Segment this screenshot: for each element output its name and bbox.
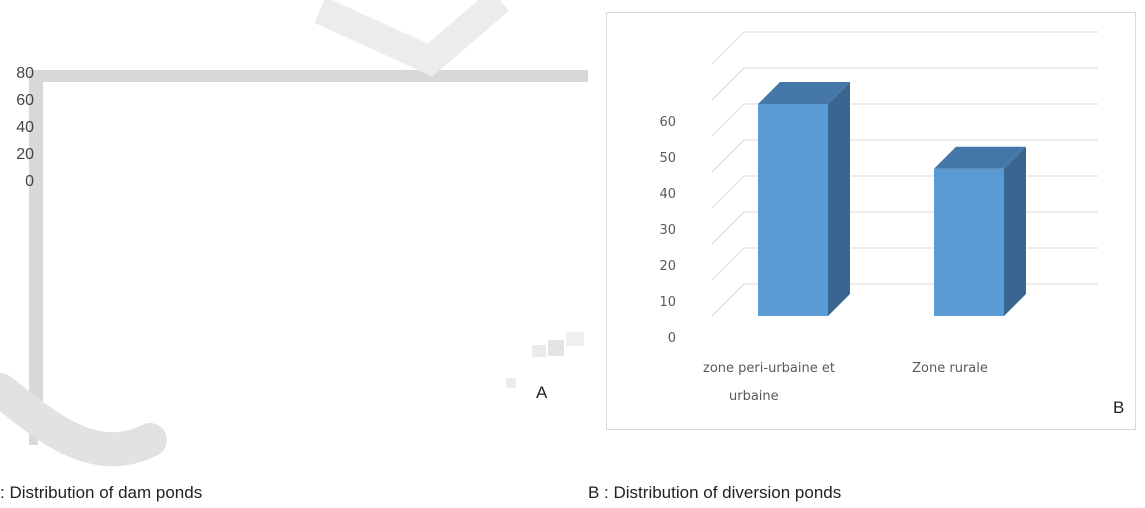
- chart-b-ytick: 10: [659, 295, 676, 310]
- chart-a-ytick: 40: [16, 119, 34, 136]
- bar-top: [758, 82, 850, 104]
- chart-b-frame: [606, 12, 1136, 430]
- chart-a-panel-letter: A: [536, 383, 548, 402]
- gridline-side: [711, 67, 745, 101]
- chart-a-caption: : Distribution of dam ponds: [0, 483, 203, 502]
- chart-b-ytick: 60: [659, 115, 676, 130]
- gridline-side: [711, 175, 745, 209]
- chart-a-ytick: 0: [25, 173, 34, 190]
- gridline-side: [711, 283, 745, 317]
- chart-b-category-label: zone peri-urbaine et urbaine: [703, 361, 835, 404]
- chart-b-caption: B : Distribution of diversion ponds: [588, 483, 842, 502]
- chart-a-ytick: 80: [16, 65, 34, 82]
- gridline-side: [711, 103, 745, 137]
- chart-b-ytick: 0: [668, 331, 676, 346]
- chart-b-ytick: 30: [659, 223, 676, 238]
- chart-b-category-label-line: Zone rurale: [912, 361, 988, 376]
- bar-side: [1004, 146, 1026, 316]
- chart-b-category-label: Zone rurale: [912, 361, 988, 376]
- chart-b-ytick: 20: [659, 259, 676, 274]
- chart-b-category-label-line: urbaine: [729, 389, 779, 404]
- bar-front: [934, 168, 1004, 316]
- gridline-side: [711, 31, 745, 65]
- bar-side: [828, 82, 850, 316]
- chart-b-ytick: 50: [659, 151, 676, 166]
- chart-b-ytick: 40: [659, 187, 676, 202]
- gridline-side: [711, 247, 745, 281]
- chart-a-ytick: 60: [16, 92, 34, 109]
- bar-top: [934, 146, 1026, 169]
- gridline-side: [711, 211, 745, 245]
- gridline-side: [711, 139, 745, 173]
- bar-front: [758, 104, 828, 316]
- chart-a-ytick: 20: [16, 146, 34, 163]
- chart-b-category-label-line: zone peri-urbaine et: [703, 361, 835, 376]
- watermark-graphic: [0, 0, 588, 467]
- chart-b-panel-letter: B: [1113, 398, 1125, 417]
